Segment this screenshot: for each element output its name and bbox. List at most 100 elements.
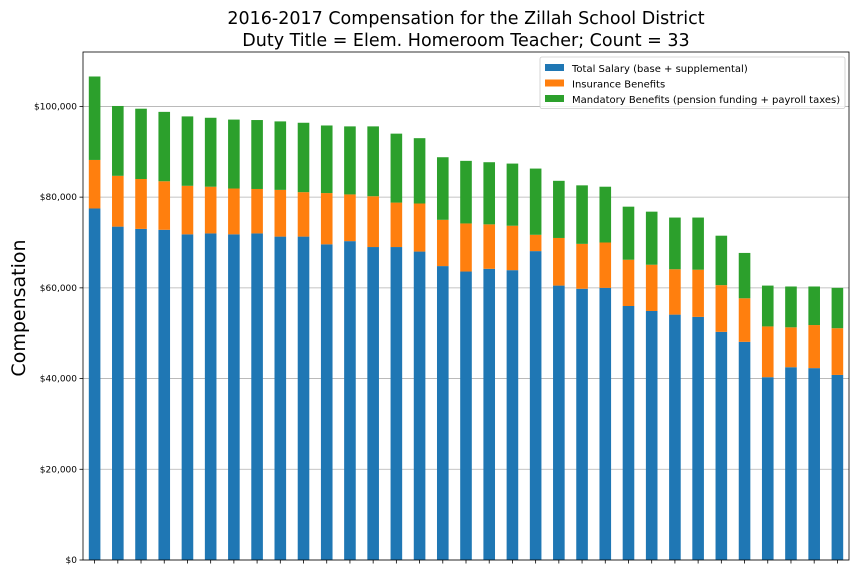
bar-segment-salary <box>599 287 612 560</box>
bar-segment-mandatory <box>553 180 565 238</box>
bar-segment-salary <box>88 208 101 560</box>
bar-segment-insurance <box>831 328 844 375</box>
y-tick-label: $60,000 <box>40 284 77 294</box>
bar-segment-salary <box>274 236 287 560</box>
bar-segment-mandatory <box>622 206 635 260</box>
bar-segment-mandatory <box>181 116 194 186</box>
bar-segment-insurance <box>228 188 240 235</box>
bar-segment-salary <box>367 247 379 561</box>
bar-segment-salary <box>436 266 449 560</box>
chart-title-line-2: Duty Title = Elem. Homeroom Teacher; Cou… <box>242 31 690 51</box>
bar-segment-mandatory <box>135 108 147 179</box>
bar-segment-salary <box>785 367 797 560</box>
bar-segment-mandatory <box>576 185 588 244</box>
bar-segment-mandatory <box>112 105 124 176</box>
bar-segment-salary <box>715 331 728 560</box>
bar-segment-salary <box>506 270 519 560</box>
bar-segment-salary <box>738 341 751 560</box>
y-tick-label: $20,000 <box>40 465 77 475</box>
bars-layer <box>88 76 844 561</box>
bar-segment-insurance <box>181 185 194 235</box>
bar-segment-insurance <box>622 259 635 306</box>
bar-segment-mandatory <box>367 126 379 197</box>
bar-segment-salary <box>204 233 217 560</box>
legend-label: Insurance Benefits <box>572 80 665 91</box>
legend-box <box>539 56 846 109</box>
bar-segment-salary <box>413 251 426 561</box>
bar-segment-mandatory <box>738 252 751 299</box>
bar-segment-mandatory <box>715 235 728 286</box>
y-tick-label: $100,000 <box>34 102 77 112</box>
legend-label: Total Salary (base + supplemental) <box>571 64 748 75</box>
bar-segment-insurance <box>576 243 588 289</box>
bar-segment-insurance <box>112 175 124 227</box>
bar-segment-mandatory <box>297 122 310 193</box>
bar-segment-mandatory <box>483 162 496 225</box>
bar-segment-salary <box>831 374 844 560</box>
bar-segment-salary <box>808 368 820 560</box>
bar-segment-insurance <box>320 193 333 245</box>
bar-segment-mandatory <box>251 120 263 189</box>
bar-segment-salary <box>344 241 356 560</box>
bar-segment-insurance <box>785 327 797 368</box>
bar-segment-insurance <box>251 188 263 234</box>
bar-segment-mandatory <box>274 121 287 190</box>
chart-title-line-1: 2016-2017 Compensation for the Zillah Sc… <box>227 9 705 29</box>
bar-segment-insurance <box>135 179 147 229</box>
bar-segment-insurance <box>297 192 310 237</box>
chart-title: 2016-2017 Compensation for the Zillah Sc… <box>83 8 849 52</box>
y-tick-label: $40,000 <box>40 375 77 385</box>
bar-segment-mandatory <box>529 168 542 235</box>
bar-segment-mandatory <box>413 138 426 204</box>
bar-segment-insurance <box>553 237 565 286</box>
bar-segment-salary <box>297 236 310 560</box>
bar-segment-insurance <box>413 203 426 252</box>
bar-segment-insurance <box>483 224 496 269</box>
bar-segment-insurance <box>88 159 101 209</box>
bar-segment-insurance <box>738 298 751 342</box>
bar-segment-insurance <box>274 189 287 237</box>
bar-segment-mandatory <box>645 211 658 265</box>
bar-segment-mandatory <box>320 125 333 194</box>
bar-segment-mandatory <box>228 119 240 189</box>
bar-segment-insurance <box>204 186 217 234</box>
bar-segment-mandatory <box>506 163 519 226</box>
bar-segment-mandatory <box>761 285 774 327</box>
bar-segment-insurance <box>344 194 356 242</box>
plot-frame <box>82 51 850 561</box>
bar-segment-salary <box>553 285 565 560</box>
bar-segment-salary <box>390 247 403 561</box>
legend-label: Mandatory Benefits (pension funding + pa… <box>572 95 840 106</box>
bar-segment-salary <box>181 234 194 561</box>
bar-segment-insurance <box>808 325 820 369</box>
bar-segment-salary <box>761 377 774 560</box>
y-tick-label: $0 <box>66 556 78 566</box>
legend-swatch <box>545 95 564 102</box>
bar-segment-insurance <box>460 223 472 272</box>
bar-segment-mandatory <box>390 133 403 203</box>
bar-segment-mandatory <box>785 286 797 328</box>
bar-segment-mandatory <box>669 217 681 270</box>
bar-segment-salary <box>692 316 704 560</box>
bar-segment-insurance <box>436 219 449 267</box>
legend: Total Salary (base + supplemental) Insura… <box>539 56 846 109</box>
bar-segment-salary <box>576 288 588 560</box>
bar-segment-mandatory <box>808 286 820 326</box>
bar-segment-salary <box>645 310 658 560</box>
bar-segment-salary <box>228 234 240 561</box>
bar-segment-mandatory <box>692 217 704 270</box>
bar-segment-insurance <box>367 196 379 248</box>
bar-segment-mandatory <box>344 126 356 195</box>
bar-segment-insurance <box>761 326 774 378</box>
legend-swatch <box>545 64 564 71</box>
bar-segment-mandatory <box>460 160 472 224</box>
bar-segment-insurance <box>669 269 681 315</box>
bar-segment-salary <box>135 228 147 560</box>
bar-segment-mandatory <box>88 76 101 160</box>
bar-segment-salary <box>251 233 263 560</box>
bar-segment-insurance <box>599 242 612 288</box>
bar-segment-insurance <box>506 225 519 271</box>
bar-segment-mandatory <box>158 111 171 182</box>
bar-segment-mandatory <box>436 157 449 220</box>
